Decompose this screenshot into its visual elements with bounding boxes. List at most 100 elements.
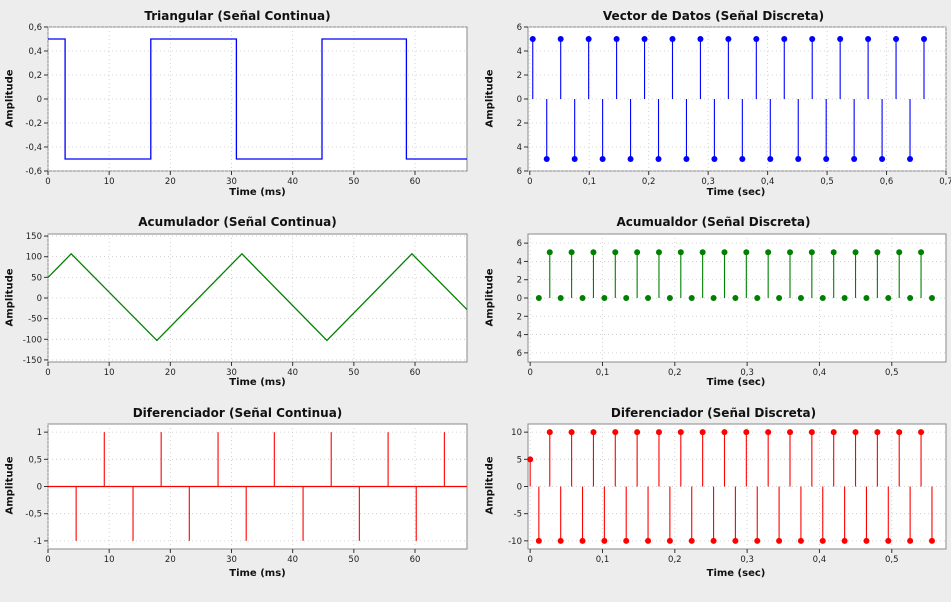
stem-point	[743, 249, 750, 256]
stem-point	[754, 295, 761, 301]
x-tick-label: 30	[226, 177, 237, 187]
y-tick-label: 150	[26, 232, 42, 242]
x-tick-label: 30	[226, 555, 237, 565]
x-tick-label: 60	[410, 368, 421, 378]
stem-point	[787, 249, 794, 256]
stem-point	[645, 295, 652, 301]
stem-point	[896, 429, 903, 436]
x-tick-label: 60	[410, 555, 421, 565]
y-tick-label: -1	[34, 537, 42, 547]
y-tick-label: 6	[517, 167, 522, 177]
y-axis-label: Amplitude	[484, 456, 496, 515]
x-tick-label: 10	[104, 368, 115, 378]
stem-point	[721, 249, 728, 256]
stem-point	[808, 249, 815, 256]
y-tick-label: 6	[517, 23, 522, 33]
y-tick-label: 2	[517, 312, 522, 322]
stem-point	[711, 156, 718, 162]
series	[535, 249, 935, 301]
chart-title: Acumualdor (Señal Discreta)	[616, 215, 811, 229]
chart-plot: 0 10 20 30 40 50 60 0,6 0,4 0,2 0 -0,2 -0,4 -0,6	[25, 23, 468, 187]
stem-point	[795, 156, 802, 162]
x-tick-label: 20	[165, 368, 176, 378]
y-tick-label: -5	[514, 510, 522, 520]
x-tick-label: 0,5	[820, 177, 834, 187]
stem-point	[928, 537, 935, 544]
stem-point	[808, 429, 815, 436]
x-tick-label: 0	[527, 555, 532, 565]
chart-plot: 0 0,1 0,2 0,3 0,4 0,5 10 5 0 -5 -10	[508, 423, 947, 565]
stem-point	[725, 36, 732, 42]
y-tick-label: 4	[517, 257, 522, 267]
y-tick-label: 0	[37, 294, 42, 304]
chart-plot: 0 0,1 0,2 0,3 0,4 0,5 6 4 2 0 2 4 6	[517, 233, 947, 378]
x-axis-label: Time (sec)	[706, 377, 766, 388]
stem-point	[529, 36, 536, 42]
stem-point	[601, 295, 608, 301]
stem-point	[918, 429, 925, 436]
stem-point	[613, 36, 620, 42]
x-tick-label: 0,4	[813, 368, 827, 378]
y-axis-label: Amplitude	[4, 268, 16, 327]
stem-point	[688, 537, 695, 544]
stem-point	[627, 156, 634, 162]
x-tick-label: 50	[348, 555, 359, 565]
stem-point	[666, 537, 673, 544]
y-tick-label: -10	[508, 537, 522, 547]
x-axis-label: Time (sec)	[706, 568, 766, 579]
stem-point	[754, 537, 761, 544]
y-tick-label: 0	[517, 483, 522, 493]
stem-point	[928, 295, 935, 301]
plot-area	[47, 26, 468, 172]
x-tick-label: 0,6	[880, 177, 894, 187]
y-tick-label: 0,5	[28, 455, 42, 465]
stem-point	[634, 249, 641, 256]
x-tick-label: 0,5	[885, 555, 899, 565]
stem-point	[535, 537, 542, 544]
grid	[47, 424, 467, 549]
y-axis-label: Amplitude	[4, 69, 16, 128]
y-axis-label: Amplitude	[484, 69, 496, 128]
stem-point	[590, 429, 597, 436]
stem-point	[710, 295, 717, 301]
y-tick-label: 1	[37, 428, 42, 438]
y-tick-label: 50	[31, 273, 42, 283]
stem-point	[809, 36, 816, 42]
stem-point	[879, 156, 886, 162]
stem-point	[546, 249, 553, 256]
y-tick-label: 2	[517, 276, 522, 286]
stem-point	[851, 156, 858, 162]
x-tick-label: 0,2	[668, 368, 682, 378]
stem-point	[743, 429, 750, 436]
x-tick-label: 0,4	[813, 555, 827, 565]
x-tick-label: 0,1	[582, 177, 596, 187]
x-tick-label: 40	[287, 368, 298, 378]
y-tick-label: 0	[517, 294, 522, 304]
stem-point	[765, 249, 772, 256]
x-tick-label: 0,4	[761, 177, 775, 187]
stem-point	[634, 429, 641, 436]
stem-point	[669, 36, 676, 42]
chart-panel: Acumulador (Señal Continua) 0 10 20 30 40 50 6…	[0, 199, 475, 395]
chart-panel: Acumualdor (Señal Discreta) 0 0,1 0,2 0,3 0,…	[476, 199, 951, 395]
stem-point	[568, 429, 575, 436]
stem-point	[776, 295, 783, 301]
stem-point	[623, 295, 630, 301]
stem-point	[874, 249, 881, 256]
stem-point	[688, 295, 695, 301]
y-tick-label: -50	[28, 315, 42, 325]
x-tick-label: 30	[226, 368, 237, 378]
series	[527, 429, 935, 544]
chart-panel: Diferenciador (Señal Continua) 0 10 20 30 40…	[0, 395, 475, 598]
y-tick-label: 4	[517, 331, 522, 341]
stem-point	[863, 295, 870, 301]
x-tick-label: 0,3	[740, 368, 754, 378]
stem-point	[797, 295, 804, 301]
stem-point	[579, 295, 586, 301]
stem-point	[557, 295, 564, 301]
x-tick-label: 0	[45, 177, 50, 187]
chart-title: Diferenciador (Señal Discreta)	[610, 406, 817, 420]
stem-point	[830, 249, 837, 256]
series-line	[47, 252, 468, 342]
